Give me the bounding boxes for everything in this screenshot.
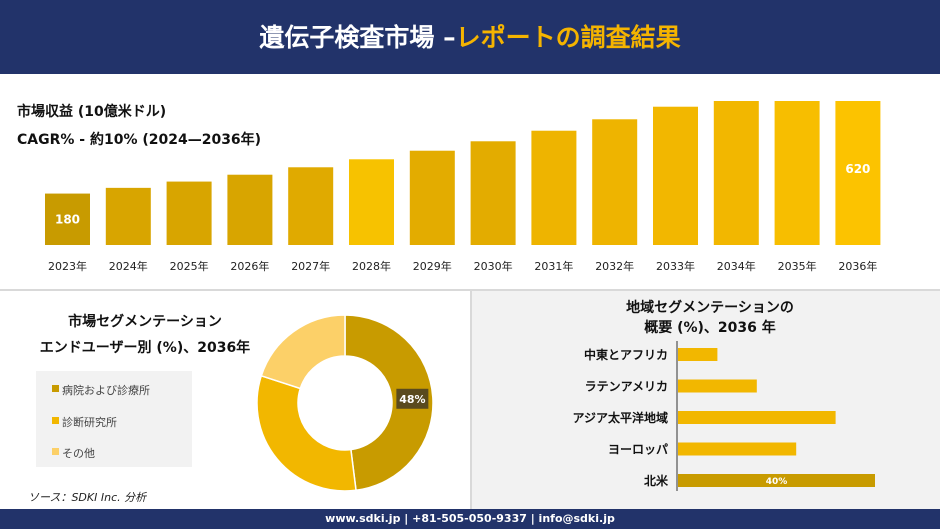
- bar-data-label: 620: [845, 162, 870, 176]
- region-bar: [678, 379, 757, 393]
- region-bar: [678, 474, 875, 487]
- report-header: 遺伝子検査市場 –レポートの調査結果: [0, 0, 940, 74]
- x-tick-label: 2033年: [656, 259, 695, 273]
- revenue-bar: [227, 174, 273, 245]
- x-tick-label: 2024年: [109, 259, 148, 273]
- legend-label: 診断研究所: [62, 416, 117, 429]
- revenue-bar: [592, 119, 638, 245]
- section-divider: [0, 289, 940, 291]
- legend-item-other: その他: [52, 445, 95, 461]
- region-category-label: アジア太平洋地域: [572, 410, 668, 425]
- donut-slice: [260, 314, 346, 390]
- revenue-label: 市場収益 (10億米ドル): [17, 104, 167, 120]
- legend-swatch: [52, 417, 59, 424]
- region-bar: [678, 442, 797, 456]
- x-tick-label: 2034年: [717, 259, 756, 273]
- x-tick-label: 2023年: [48, 259, 87, 273]
- region-category-label: 北米: [644, 473, 669, 488]
- legend-swatch: [52, 385, 59, 392]
- footer-contact: www.sdki.jp | +81-505-050-9337 | info@sd…: [325, 512, 615, 525]
- legend-item-labs: 診断研究所: [52, 414, 117, 430]
- donut-slice: [344, 314, 434, 492]
- x-tick-label: 2026年: [230, 259, 269, 273]
- region-panel: [472, 291, 940, 509]
- revenue-bar: [653, 106, 698, 245]
- x-tick-label: 2030年: [474, 259, 513, 273]
- region-category-label: ラテンアメリカ: [585, 380, 668, 394]
- end-user-title-line1: 市場セグメンテーション: [68, 314, 222, 330]
- cagr-label: CAGR% - 約10% (2024—2036年): [17, 132, 262, 148]
- end-user-title-line2: エンドユーザー別 (%)、2036年: [39, 340, 251, 356]
- donut-legend: [36, 371, 192, 467]
- x-tick-label: 2025年: [170, 259, 209, 273]
- x-tick-label: 2036年: [838, 259, 877, 273]
- revenue-bar: [531, 130, 577, 245]
- donut-label-box: [396, 388, 429, 409]
- x-tick-label: 2035年: [778, 259, 817, 273]
- revenue-bar: [713, 101, 759, 245]
- donut-slice: [256, 374, 357, 492]
- report-title: 遺伝子検査市場 –レポートの調査結果: [0, 18, 940, 54]
- end-user-donut-chart: 48%: [256, 314, 434, 492]
- revenue-bar-chart: 2023年 180 2024年 2025年 2026年 2027年 2028年 2029年 20…: [45, 101, 881, 273]
- x-tick-label: 2029年: [413, 259, 452, 273]
- revenue-bar: [166, 181, 212, 245]
- bar-data-label: 180: [55, 212, 80, 226]
- x-tick-label: 2028年: [352, 259, 391, 273]
- revenue-bar: [774, 101, 820, 245]
- revenue-bar: [45, 193, 90, 245]
- contact-footer: www.sdki.jp | +81-505-050-9337 | info@sd…: [0, 509, 940, 529]
- x-tick-label: 2031年: [534, 259, 573, 273]
- column-divider: [470, 291, 472, 509]
- title-accent: レポートの調査結果: [455, 23, 681, 52]
- region-bar: [678, 411, 836, 424]
- revenue-bar: [349, 159, 394, 245]
- region-title-line1: 地域セグメンテーションの: [626, 300, 794, 316]
- region-category-label: 中東とアフリカ: [584, 347, 668, 362]
- title-main: 遺伝子検査市場 –: [259, 23, 456, 52]
- region-title-line2: 概要 (%)、2036 年: [644, 320, 776, 336]
- revenue-bar: [835, 101, 881, 245]
- donut-data-label: 48%: [399, 393, 425, 406]
- revenue-bar: [409, 150, 455, 245]
- legend-item-hospitals: 病院および診療所: [52, 382, 150, 398]
- region-bar: [678, 348, 718, 361]
- region-data-label: 40%: [766, 477, 788, 487]
- x-tick-label: 2027年: [291, 259, 330, 273]
- legend-label: その他: [62, 447, 95, 460]
- revenue-bar: [288, 167, 334, 245]
- revenue-bar: [105, 187, 151, 245]
- x-tick-label: 2032年: [595, 259, 634, 273]
- revenue-bar: [470, 141, 516, 245]
- source-note: ソース：SDKI Inc. 分析: [28, 491, 147, 504]
- legend-swatch: [52, 448, 59, 455]
- legend-label: 病院および診療所: [62, 384, 150, 397]
- region-category-label: ヨーロッパ: [608, 443, 668, 457]
